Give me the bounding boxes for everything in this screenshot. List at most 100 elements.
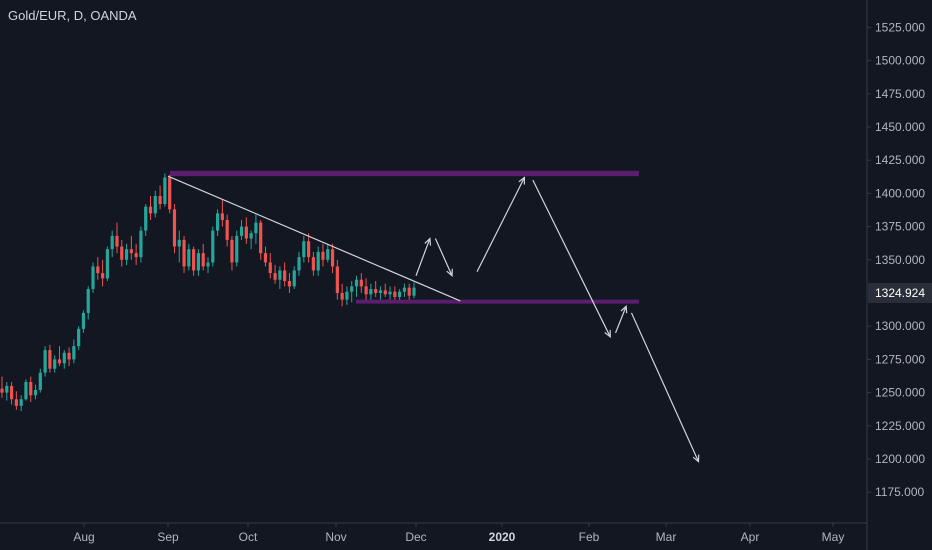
candle-body: [302, 241, 306, 258]
candle-body: [48, 350, 52, 369]
candle-body: [335, 266, 339, 293]
candle-body: [53, 359, 57, 369]
candle-body: [350, 286, 354, 292]
candle-body: [29, 381, 33, 396]
candle-body: [192, 249, 196, 271]
candle-body: [326, 249, 330, 260]
candle-body: [307, 241, 311, 258]
projection-arrow[interactable]: [415, 237, 432, 276]
candle-body: [230, 239, 234, 263]
candle-body: [249, 233, 253, 239]
candle-body: [383, 290, 387, 295]
projection-arrow[interactable]: [532, 179, 611, 339]
price-tick-label: 1525.000: [875, 20, 925, 34]
trendline[interactable]: [167, 175, 461, 302]
candle-body: [220, 213, 224, 220]
candle-body: [91, 266, 95, 290]
candle-body: [359, 279, 363, 287]
candle-body: [105, 249, 109, 279]
candle-body: [5, 385, 9, 393]
candle-body: [115, 235, 119, 247]
arrowhead: [446, 268, 453, 277]
candle-body: [268, 262, 272, 274]
time-tick-label: Aug: [73, 530, 94, 544]
candle-body: [263, 253, 268, 263]
time-tick-label: Sep: [157, 530, 179, 544]
candle-body: [273, 273, 277, 280]
arrowhead: [424, 237, 432, 246]
candle-body: [369, 289, 373, 295]
candle-body: [402, 287, 407, 292]
candle-body: [139, 230, 143, 258]
candle-body: [215, 213, 220, 231]
candle-body: [311, 257, 315, 271]
candle-body: [201, 253, 205, 267]
projection-arrow[interactable]: [614, 304, 628, 334]
candle-body: [330, 249, 335, 267]
candle-body: [407, 287, 411, 296]
candle-body: [124, 249, 129, 260]
arrowhead: [620, 304, 628, 314]
candle-body: [148, 206, 153, 214]
price-axis[interactable]: 1525.000 1500.000 1475.000 1450.000 1425.000…: [867, 20, 925, 499]
candle-body: [163, 177, 167, 205]
candle-body: [388, 291, 392, 295]
candle-body: [33, 389, 38, 396]
candle-body: [62, 352, 66, 364]
price-tick-label: 1375.000: [875, 220, 925, 234]
candle-body: [101, 273, 105, 279]
candle-body: [43, 350, 47, 373]
price-tick-label: 1200.000: [875, 452, 925, 466]
candle-body: [177, 239, 181, 247]
candle-body: [321, 251, 325, 260]
candle-body: [340, 293, 344, 300]
zones-layer: [170, 170, 639, 304]
price-tick-label: 1475.000: [875, 87, 925, 101]
candle-body: [14, 399, 18, 406]
candle-body: [398, 291, 402, 297]
candle-body: [259, 222, 263, 254]
candle-body: [393, 291, 397, 297]
time-tick-label: 2020: [489, 530, 516, 544]
candle-body: [67, 352, 71, 360]
time-tick-label: Feb: [579, 530, 600, 544]
price-tick-label: 1175.000: [875, 485, 924, 499]
candle-body: [81, 312, 86, 329]
price-tick-label: 1500.000: [875, 54, 925, 68]
candle-body: [158, 196, 162, 205]
support-zone: [356, 299, 639, 304]
candle-body: [19, 399, 23, 406]
candle-body: [287, 281, 292, 287]
price-tick-label: 1225.000: [875, 419, 925, 433]
price-tick-label: 1400.000: [875, 186, 925, 200]
projection-arrow[interactable]: [434, 238, 453, 277]
candle-body: [283, 270, 287, 282]
candle-body: [354, 279, 359, 287]
candle-body: [24, 381, 28, 400]
candle-body: [412, 287, 416, 296]
candle-body: [153, 196, 157, 214]
time-tick-label: Nov: [325, 530, 346, 544]
candle-body: [86, 289, 90, 313]
price-tick-label: 1450.000: [875, 120, 925, 134]
candle-body: [211, 230, 215, 263]
time-axis[interactable]: Aug Sep Oct Nov Dec 2020 Feb Mar Apr May: [73, 523, 844, 544]
candle-body: [172, 209, 177, 247]
projection-arrow[interactable]: [476, 176, 526, 273]
candle-body: [196, 253, 201, 271]
candle-body: [134, 253, 138, 258]
candle-body: [206, 262, 210, 267]
candle-body: [187, 249, 191, 267]
candle-body: [378, 290, 383, 293]
arrowhead: [604, 329, 611, 339]
candle-body: [120, 246, 124, 260]
time-tick-label: May: [822, 530, 845, 544]
time-tick-label: Mar: [656, 530, 677, 544]
candle-body: [292, 270, 296, 287]
projection-arrow[interactable]: [630, 312, 700, 463]
candle-body: [129, 249, 133, 254]
candle-body: [38, 372, 42, 390]
